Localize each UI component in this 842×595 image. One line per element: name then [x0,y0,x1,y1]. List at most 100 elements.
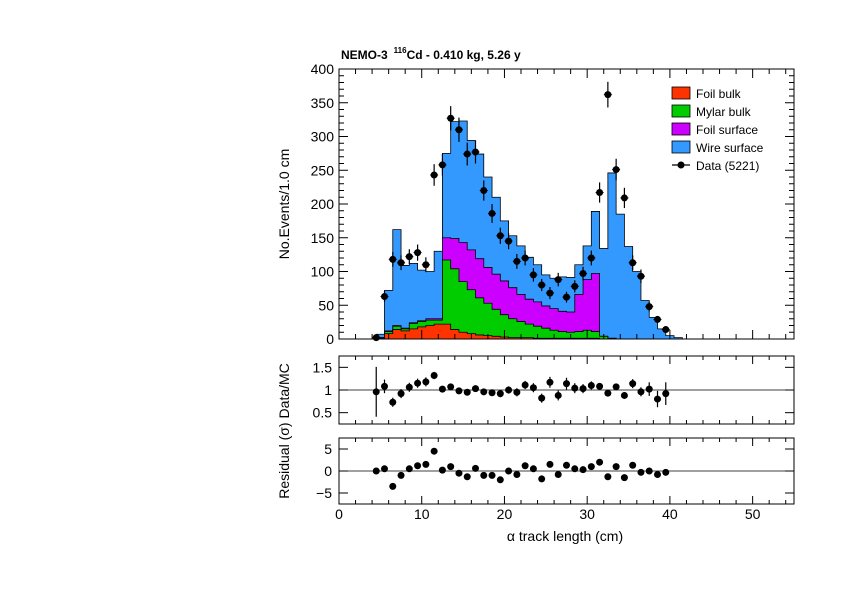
data-point [438,161,446,169]
residual-panel: −5 0 5 [316,437,795,505]
ratio-point [463,388,471,396]
ratio-point [397,390,405,398]
ratio-point [554,391,562,399]
residual-point [480,471,488,479]
residual-point [637,468,645,476]
data-point [472,148,479,156]
residual-point [587,463,595,471]
residual-point [612,463,620,471]
ratio-point [496,390,504,398]
data-point [654,315,661,323]
ratio-point [629,380,637,388]
title-prefix: NEMO-3 [341,48,388,62]
lower-panels-y-axis-label: Residual (σ) Data/MC [276,363,292,499]
data-point [480,187,488,194]
x-tick-label: 30 [579,506,595,522]
ratio-point [546,378,554,386]
ratio-point [612,383,620,391]
residual-y-tick-label: 5 [324,441,332,457]
ratio-point [513,388,521,396]
y-tick-label: 250 [311,162,335,178]
legend-swatch-mylar-bulk [671,104,691,118]
ratio-point [604,389,612,397]
ratio-point [505,386,513,394]
ratio-point [538,394,546,402]
data-point [546,289,554,297]
data-point [637,272,645,280]
x-tick-label: 10 [414,506,430,522]
ratio-point [438,385,446,393]
legend-label-wire-surface: Wire surface [696,141,764,155]
data-point [645,303,653,311]
ratio-point [521,381,529,389]
data-point [505,237,513,245]
ratio-point [389,398,397,406]
data-point [414,249,422,257]
data-point [496,232,504,240]
ratio-point [472,385,479,393]
residual-point [604,473,612,481]
residual-point [422,460,430,468]
title-isotope-symbol: Cd [407,48,423,62]
data-point [488,209,496,217]
residual-point [554,471,562,479]
residual-point [579,466,587,474]
residual-point [463,473,471,481]
ratio-point [596,382,604,390]
data-point [604,91,612,99]
ratio-point [662,390,670,398]
data-point [587,254,595,262]
residual-point [513,471,521,479]
ratio-point [563,380,570,388]
data-point [513,257,521,265]
main-panel: 0 50 100 150 200 250 300 350 400 No.Events/1.0 c… [276,61,795,347]
title-suffix: - 0.410 kg, 5.26 y [423,48,521,62]
data-point [455,126,463,134]
data-point [596,189,604,197]
residual-point [438,466,446,474]
ratio-content: 0.5 1 1.5 [313,356,794,424]
ratio-point [587,381,595,389]
data-point [571,282,579,290]
x-tick-label: 20 [497,506,513,522]
ratio-point [372,388,380,396]
x-tick-label: 0 [335,506,343,522]
residual-point [529,465,537,473]
data-point [389,255,397,263]
data-point [538,281,546,289]
residual-point [496,476,504,484]
residual-y-tick-label: −5 [316,485,332,501]
residual-point [372,467,380,475]
residual-point [397,471,405,479]
y-tick-label: 0 [326,331,334,347]
data-point [629,259,637,267]
residual-point [505,467,513,475]
ratio-point [447,383,455,391]
residual-point [472,464,479,472]
ratio-point [529,384,537,392]
data-point [529,271,537,279]
data-point [447,114,455,122]
main-y-axis-label: No.Events/1.0 cm [276,149,292,260]
chart-title: NEMO-3 116Cd - 0.410 kg, 5.26 y [341,46,521,62]
residual-point [521,462,529,470]
ratio-point [405,383,413,391]
ratio-point [455,387,463,395]
residual-point [563,461,570,469]
residual-point [405,465,413,473]
ratio-point [620,391,628,399]
ratio-point [422,378,430,386]
legend-label-data: Data (5221) [696,159,759,173]
residual-point [538,475,546,483]
data-point [620,194,628,202]
ratio-point [414,379,422,387]
data-point [662,326,670,334]
data-point [463,150,471,158]
residual-point [381,465,388,473]
x-tick-label: 40 [662,506,678,522]
residual-point [447,463,455,471]
data-point [579,270,587,278]
data-point [422,261,430,269]
residual-content: −5 0 5 [316,438,794,504]
